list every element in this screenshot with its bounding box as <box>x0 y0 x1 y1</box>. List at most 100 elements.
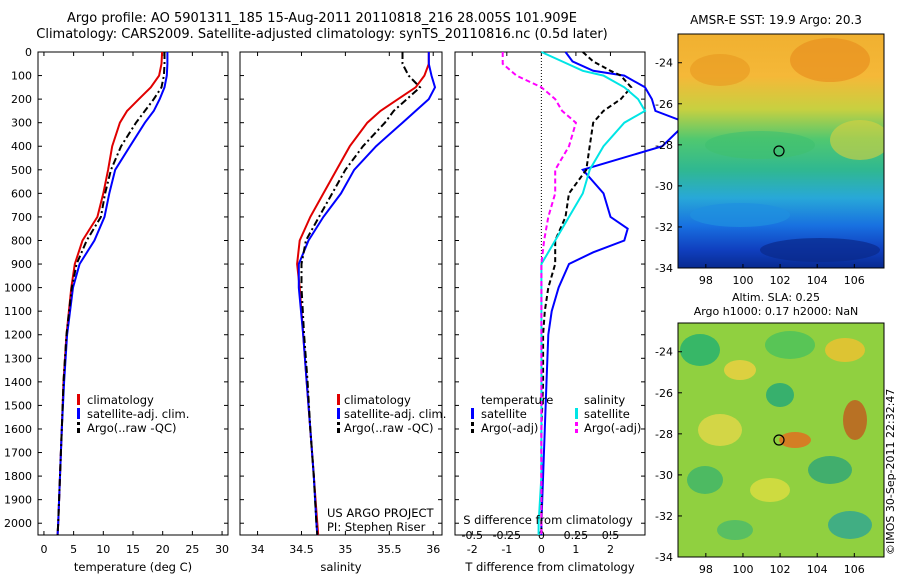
sla-map-title-1: Altim. SLA: 0.25 <box>732 291 820 304</box>
depth-tick-label: 1700 <box>4 447 32 460</box>
legend-swatch-sal-argo-b <box>575 429 578 433</box>
legend-swatch-argo-b <box>77 428 80 433</box>
map-x-tick-label: 106 <box>844 563 865 576</box>
difference-panel: -2 -1 0 1 2 -0.5 -0.25 0 0.25 0.5 T difference fro… <box>454 51 689 574</box>
map-x-tick-label: 104 <box>807 563 828 576</box>
x-tick-label: 10 <box>96 543 110 556</box>
legend-swatch-temp-argo-b <box>471 429 474 433</box>
depth-tick-label: 200 <box>11 93 32 106</box>
depth-tick-label: 1800 <box>4 470 32 483</box>
depth-tick-label: 1200 <box>4 329 32 342</box>
x-tick-label: -2 <box>467 543 478 556</box>
legend-title-salinity: salinity <box>584 393 625 407</box>
x-axis-label: temperature (deg C) <box>74 560 192 574</box>
x-tick-label: 2 <box>607 543 614 556</box>
series-satellite-adj-clim- <box>56 52 169 536</box>
map-y-tick-label: -28 <box>655 428 673 441</box>
map-y-tick-label: -34 <box>655 551 673 564</box>
map-y-tick-label: -34 <box>655 262 673 275</box>
legend-label-argo: Argo(..raw -QC) <box>344 421 434 435</box>
map-x-tick-label: 106 <box>844 274 865 287</box>
legend-label-temp-satellite: satellite <box>481 407 527 421</box>
legend-label-temp-argo: Argo(-adj) <box>481 421 538 435</box>
x-tick-label: 15 <box>126 543 140 556</box>
x-tick-label: 25 <box>185 543 199 556</box>
map-y-tick-label: -24 <box>655 346 673 359</box>
depth-tick-label: 1600 <box>4 423 32 436</box>
map-x-tick-label: 98 <box>699 563 713 576</box>
map-y-tick-label: -24 <box>655 57 673 70</box>
temperature-legend: climatology satellite-adj. clim. Argo(..… <box>77 393 189 435</box>
x-tick-label: 35.5 <box>377 543 402 556</box>
depth-tick-label: 1400 <box>4 376 32 389</box>
depth-tick-label: 300 <box>11 117 32 130</box>
series-salinity-argo-adj- <box>501 52 578 535</box>
series-argo-raw-qc- <box>56 52 166 536</box>
x2-tick-label: -0.5 <box>462 529 483 542</box>
series-salinity-satellite <box>537 51 647 535</box>
temperature-panel: 0100200300400500600700800900100011001200… <box>4 46 229 574</box>
depth-tick-label: 0 <box>25 46 32 59</box>
legend-swatch-argo <box>77 422 80 425</box>
map-x-tick-label: 102 <box>770 563 791 576</box>
legend-swatch-climatology <box>77 394 80 405</box>
legend-swatch-temp-argo <box>471 422 474 426</box>
pi-label: PI: Stephen Riser <box>327 520 426 534</box>
legend-label-climatology: climatology <box>344 393 411 407</box>
legend-label-climatology: climatology <box>87 393 154 407</box>
legend-swatch-argo-b <box>337 428 340 433</box>
x-axis-label: T difference from climatology <box>464 560 635 574</box>
x-tick-label: 20 <box>156 543 170 556</box>
plot-frame <box>37 51 229 536</box>
x-tick-label: -1 <box>501 543 512 556</box>
map-x-tick-label: 98 <box>699 274 713 287</box>
plot-frame <box>454 51 646 536</box>
depth-tick-label: 700 <box>11 211 32 224</box>
salinity-panel: 34 34.5 35 35.5 36 salinity <box>239 51 443 574</box>
map-x-tick-label: 104 <box>807 274 828 287</box>
series-temperature-argo-adj- <box>540 51 633 535</box>
depth-tick-label: 1100 <box>4 305 32 318</box>
argo-location-marker <box>773 145 785 157</box>
sst-map <box>678 34 884 268</box>
x-tick-label: 30 <box>215 543 229 556</box>
legend-swatch-satellite <box>77 408 80 419</box>
x-tick-label: 36 <box>426 543 440 556</box>
sla-map-title-2: Argo h1000: 0.17 h2000: NaN <box>694 305 859 318</box>
map-y-tick-label: -26 <box>655 387 673 400</box>
title-line-2: Climatology: CARS2009. Satellite-adjuste… <box>36 27 608 42</box>
map-x-tick-label: 100 <box>732 563 753 576</box>
x2-tick-label: 0 <box>538 529 545 542</box>
salinity-legend: climatology satellite-adj. clim. Argo(..… <box>337 393 446 435</box>
depth-tick-label: 500 <box>11 164 32 177</box>
x-tick-label: 0 <box>40 543 47 556</box>
legend-label-satellite: satellite-adj. clim. <box>87 407 189 421</box>
depth-tick-label: 1900 <box>4 494 32 507</box>
legend-swatch-temp-satellite <box>471 408 474 419</box>
plot-frame <box>239 51 443 536</box>
imos-watermark: ©IMOS 30-Sep-2011 22:32:47 <box>884 389 897 555</box>
legend-label-satellite: satellite-adj. clim. <box>344 407 446 421</box>
argo-location-marker <box>773 434 785 446</box>
legend-title-temperature: temperature <box>481 393 553 407</box>
project-label: US ARGO PROJECT <box>327 506 435 520</box>
x2-tick-label: 0.25 <box>564 529 589 542</box>
map-y-tick-label: -30 <box>655 469 673 482</box>
difference-top-label: S difference from climatology <box>463 513 633 527</box>
x2-tick-label: 0.5 <box>602 529 620 542</box>
depth-tick-label: 100 <box>11 70 32 83</box>
depth-tick-label: 800 <box>11 234 32 247</box>
depth-tick-label: 400 <box>11 140 32 153</box>
map-x-tick-label: 100 <box>732 274 753 287</box>
legend-label-sal-satellite: satellite <box>584 407 630 421</box>
sla-map-axes: 98 100 102 104 106 -24 -26 -28 -30 -32 -34 <box>655 346 865 576</box>
sst-map-axes: 98 100 102 104 106 -24 -26 -28 -30 -32 -34 <box>655 57 865 287</box>
x-tick-label: 5 <box>70 543 77 556</box>
map-x-tick-label: 102 <box>770 274 791 287</box>
map-y-tick-label: -32 <box>655 221 673 234</box>
x-tick-label: 0 <box>538 543 545 556</box>
x-tick-label: 35 <box>338 543 352 556</box>
depth-tick-label: 1300 <box>4 352 32 365</box>
sst-map-title: AMSR-E SST: 19.9 Argo: 20.3 <box>690 13 862 27</box>
